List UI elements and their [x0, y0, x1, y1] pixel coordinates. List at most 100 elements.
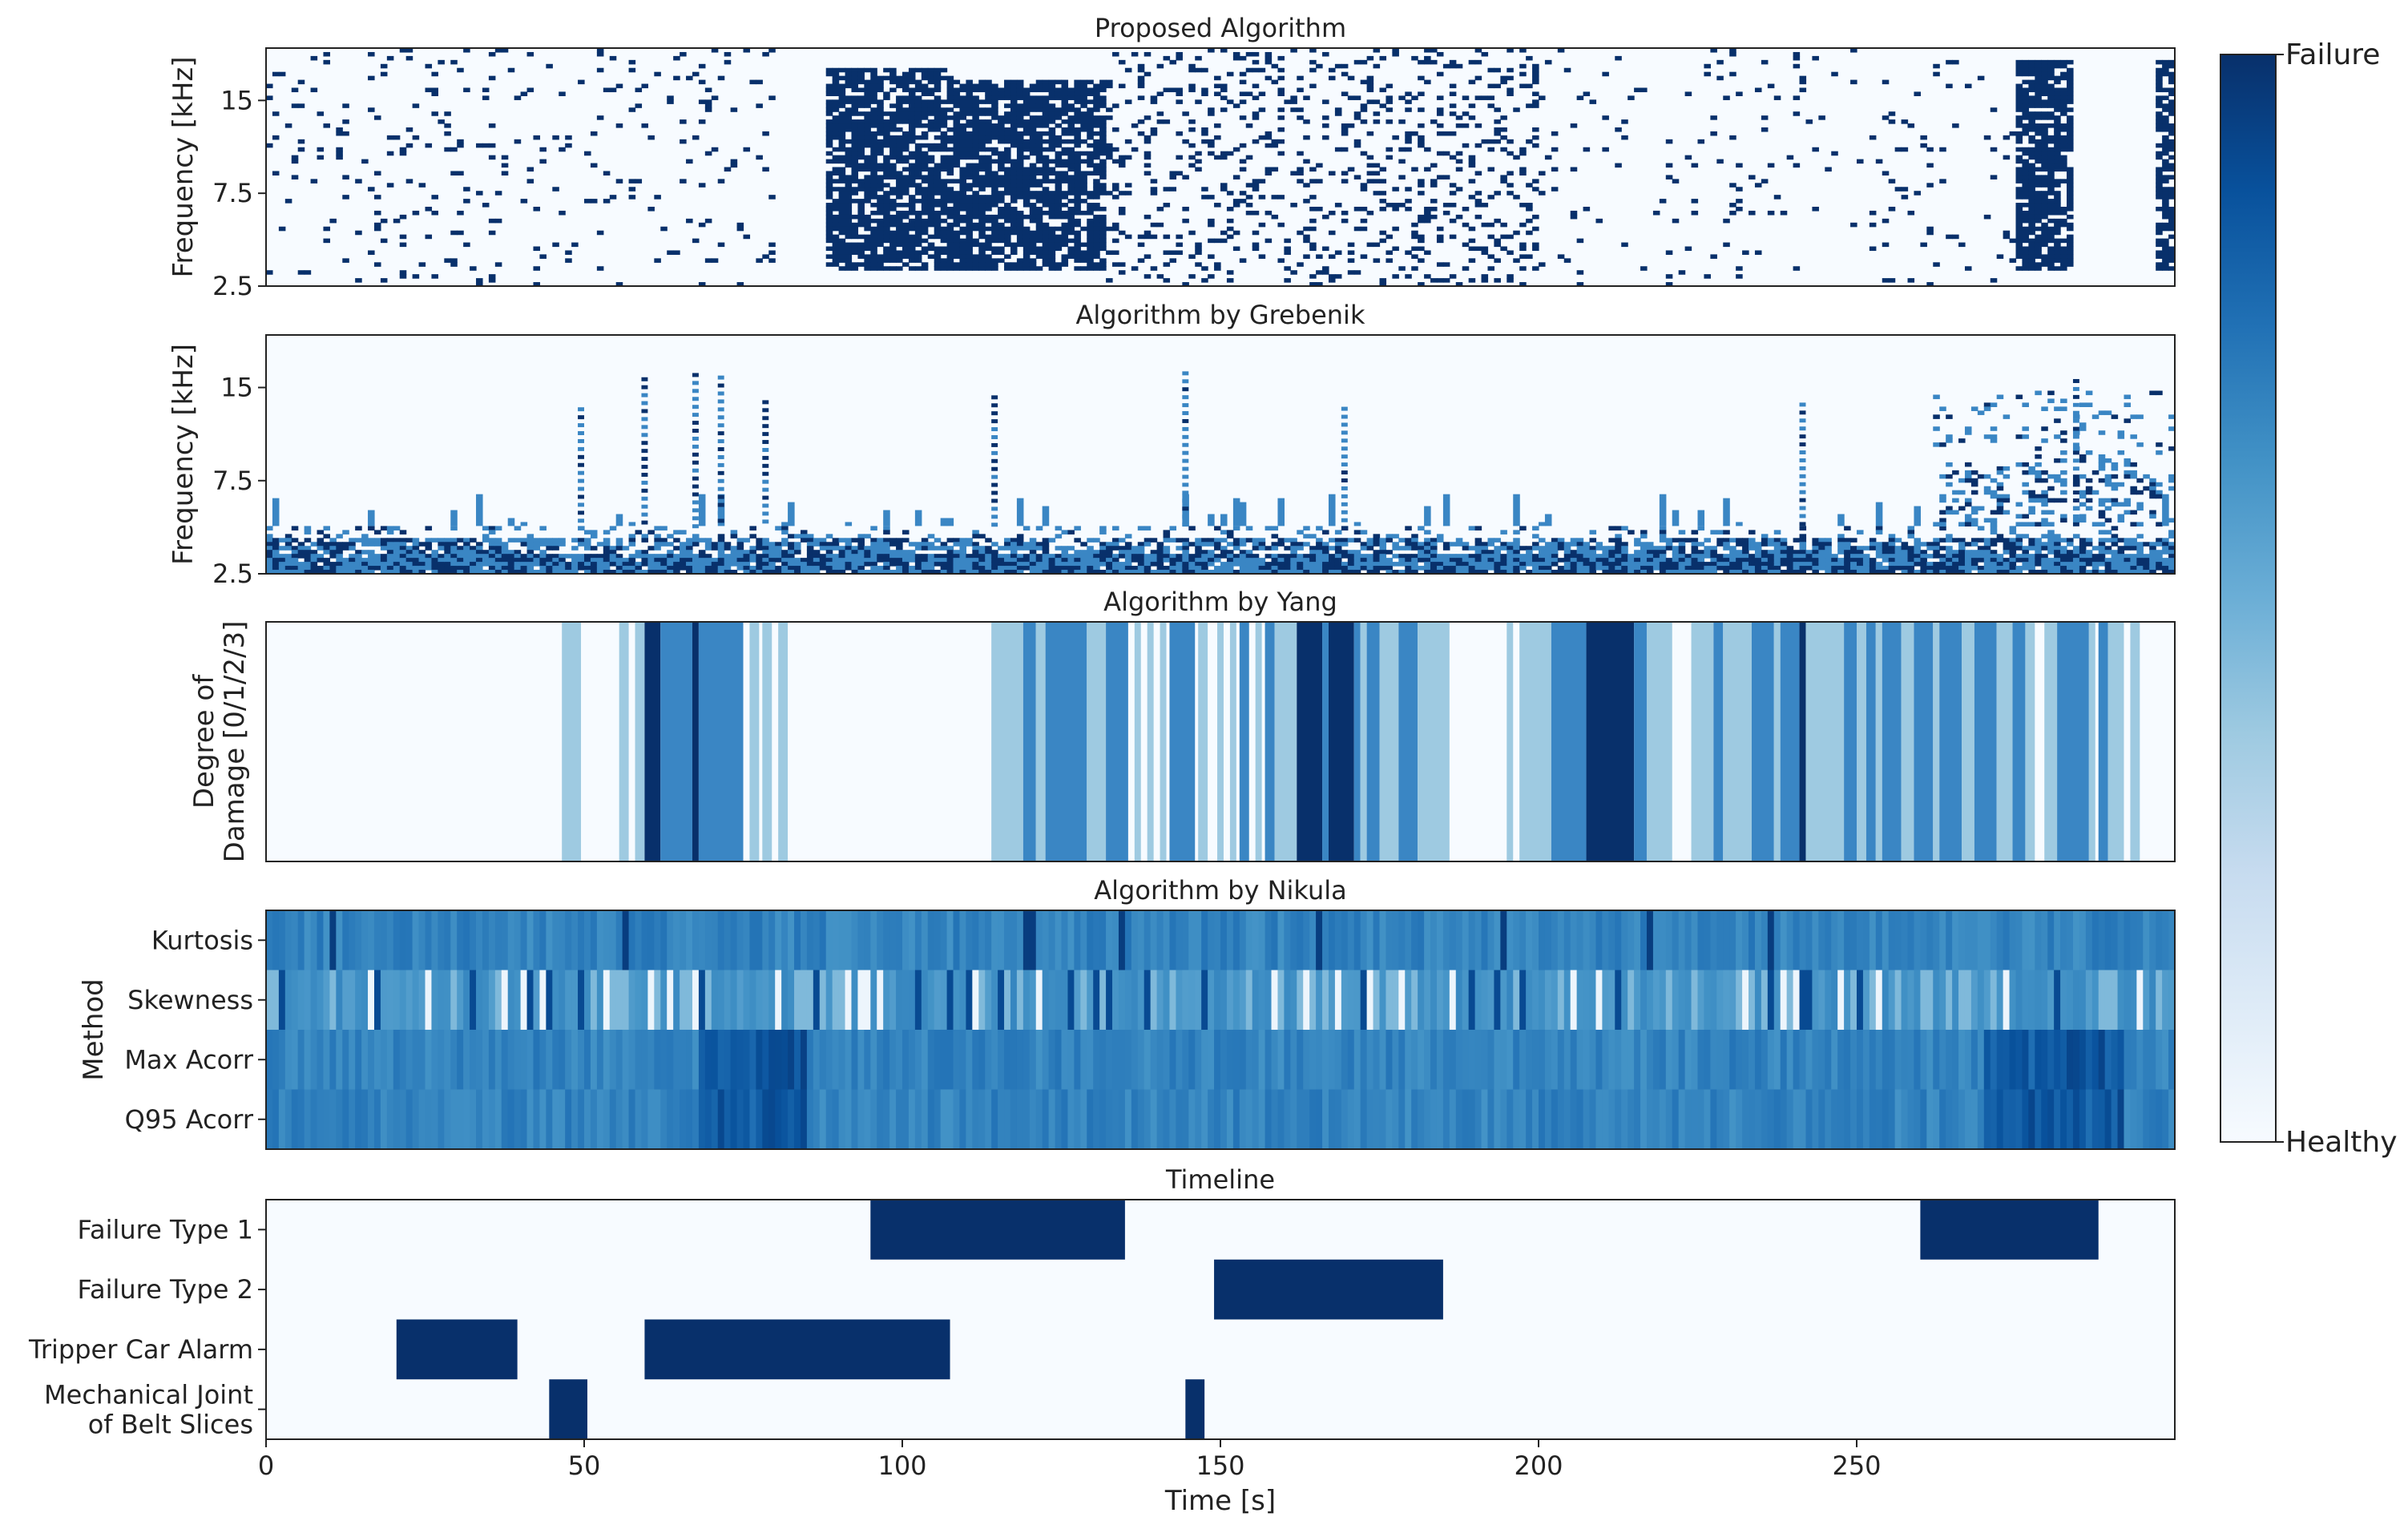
heatmap-cell — [680, 542, 687, 547]
heatmap-cell — [1710, 115, 1717, 120]
heatmap-cell — [851, 171, 859, 175]
heatmap-cell — [1055, 91, 1063, 96]
heatmap-cell — [1507, 250, 1514, 255]
heatmap-cell — [914, 258, 922, 263]
heatmap-cell — [1004, 103, 1011, 108]
heatmap-cell — [927, 195, 935, 200]
heatmap-cell — [1226, 226, 1234, 232]
heatmap-cell — [2067, 83, 2074, 89]
heatmap-cell — [889, 554, 897, 559]
heatmap-cell — [1386, 119, 1393, 124]
heatmap-cell — [851, 222, 859, 228]
heatmap-cell — [1455, 542, 1463, 547]
heatmap-cell — [501, 570, 509, 575]
heatmap-cell — [845, 195, 853, 200]
heatmap-cell — [1220, 514, 1228, 526]
heatmap-cell — [1507, 183, 1514, 188]
heatmap-cell — [864, 534, 871, 539]
heatmap-cell — [1055, 187, 1063, 192]
heatmap-cell — [1195, 55, 1202, 61]
heatmap-cell — [934, 570, 942, 575]
heatmap-cell — [673, 558, 680, 563]
heatmap-cell — [2035, 63, 2042, 69]
heatmap-cell — [1226, 99, 1234, 104]
heatmap-cell — [1010, 131, 1018, 136]
heatmap-cell — [832, 203, 840, 208]
heatmap-cell — [1093, 230, 1100, 236]
heatmap-cell — [514, 566, 522, 571]
heatmap-cell — [845, 175, 853, 180]
heatmap-cell — [1048, 266, 1056, 271]
heatmap-cell — [978, 107, 986, 112]
heatmap-cell — [825, 558, 833, 563]
heatmap-cell — [2168, 191, 2176, 196]
heatmap-cell — [978, 207, 986, 212]
heatmap-cell — [1010, 191, 1018, 196]
heatmap-cell — [297, 570, 305, 575]
heatmap-cell — [457, 562, 464, 567]
heatmap-cell — [1201, 139, 1208, 144]
heatmap-cell — [1436, 111, 1444, 116]
heatmap-cell — [2028, 103, 2035, 108]
heatmap-cell — [914, 143, 922, 148]
heatmap-cell — [2168, 127, 2176, 132]
heatmap-cell — [959, 254, 966, 259]
heatmap-cell — [368, 550, 375, 555]
heatmap-cell — [1322, 554, 1329, 559]
heatmap-cell — [2035, 179, 2042, 184]
heatmap-cell — [959, 147, 966, 152]
heatmap-cell — [1035, 139, 1043, 144]
heatmap-cell — [1055, 534, 1063, 539]
heatmap-cell — [463, 87, 470, 93]
heatmap-cell — [2156, 75, 2163, 81]
heatmap-cell — [1232, 51, 1240, 57]
heatmap-cell — [1907, 278, 1915, 283]
heatmap-cell — [1035, 99, 1043, 104]
heatmap-cell — [889, 79, 897, 85]
heatmap-cell — [1048, 207, 1056, 212]
heatmap-cell — [368, 570, 375, 575]
heatmap-cell — [431, 570, 438, 575]
heatmap-cell — [940, 570, 948, 575]
heatmap-cell — [2015, 119, 2023, 124]
heatmap-cell — [1010, 187, 1018, 192]
heatmap-cell — [2060, 155, 2067, 160]
heatmap-cell — [2060, 210, 2067, 216]
heatmap-cell — [1252, 183, 1260, 188]
heatmap-cell — [1042, 254, 1050, 259]
heatmap-cell — [1214, 83, 1221, 89]
heatmap-cell — [1303, 542, 1310, 547]
heatmap-cell — [412, 558, 420, 563]
heatmap-cell — [1576, 282, 1584, 287]
heatmap-cell — [1487, 195, 1495, 200]
heatmap-cell — [838, 191, 846, 196]
heatmap-cell — [838, 171, 846, 175]
heatmap-cell — [1258, 179, 1266, 184]
heatmap-cell — [667, 554, 674, 559]
heatmap-cell — [1035, 546, 1043, 551]
heatmap-cell — [1519, 171, 1527, 175]
heatmap-cell — [438, 562, 445, 567]
heatmap-cell — [2162, 242, 2169, 248]
heatmap-cell — [1201, 550, 1208, 555]
heatmap-cell — [571, 242, 579, 248]
heatmap-cell — [2156, 230, 2163, 236]
heatmap-cell — [1022, 127, 1031, 132]
heatmap-cell — [476, 558, 483, 563]
heatmap-cell — [552, 242, 559, 248]
heatmap-cell — [1494, 218, 1501, 224]
heatmap-cell — [310, 550, 318, 555]
heatmap-cell — [889, 218, 897, 224]
heatmap-cell — [1277, 570, 1285, 575]
heatmap-cell — [1519, 558, 1527, 563]
heatmap-cell — [768, 195, 776, 200]
heatmap-cell — [1297, 558, 1304, 563]
heatmap-cell — [323, 59, 330, 65]
heatmap-cell — [1239, 143, 1247, 148]
heatmap-cell — [1016, 147, 1024, 152]
heatmap-cell — [972, 123, 979, 128]
heatmap-cell — [1430, 566, 1438, 571]
heatmap-cell — [2015, 246, 2023, 252]
heatmap-cell — [1386, 203, 1393, 208]
heatmap-cell — [1449, 59, 1457, 65]
